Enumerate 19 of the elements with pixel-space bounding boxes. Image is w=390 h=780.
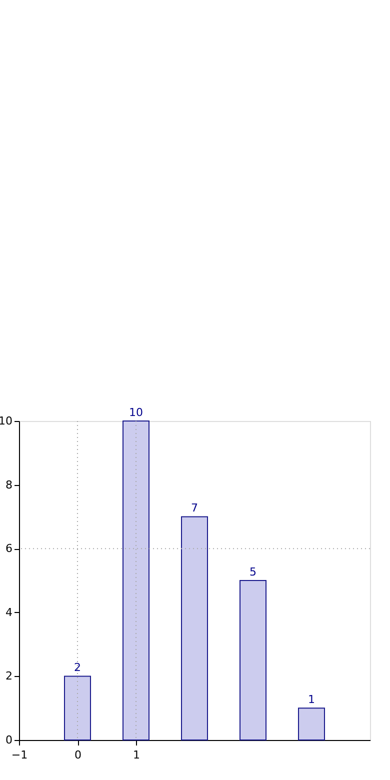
bar bbox=[181, 516, 208, 740]
x-tick-label: 1 bbox=[133, 748, 140, 762]
data-label: 2 bbox=[74, 661, 81, 674]
y-tick-label: 8 bbox=[6, 478, 12, 492]
y-tick-label: 0 bbox=[6, 734, 12, 746]
y-tick-label: 6 bbox=[6, 542, 12, 556]
data-label: 7 bbox=[191, 502, 198, 515]
bar bbox=[298, 708, 325, 740]
data-label: 1 bbox=[308, 693, 315, 706]
bar bbox=[64, 676, 91, 740]
y-tick-label: 4 bbox=[6, 606, 12, 619]
data-label: 10 bbox=[129, 406, 143, 419]
bar bbox=[122, 420, 150, 740]
y-tick-label: 2 bbox=[6, 670, 12, 683]
x-tick-label: 0 bbox=[74, 748, 82, 762]
bar bbox=[240, 580, 266, 740]
y-tick-label: 10 bbox=[0, 414, 12, 428]
x-tick-label: −1 bbox=[11, 748, 28, 762]
data-label: 5 bbox=[250, 566, 256, 578]
